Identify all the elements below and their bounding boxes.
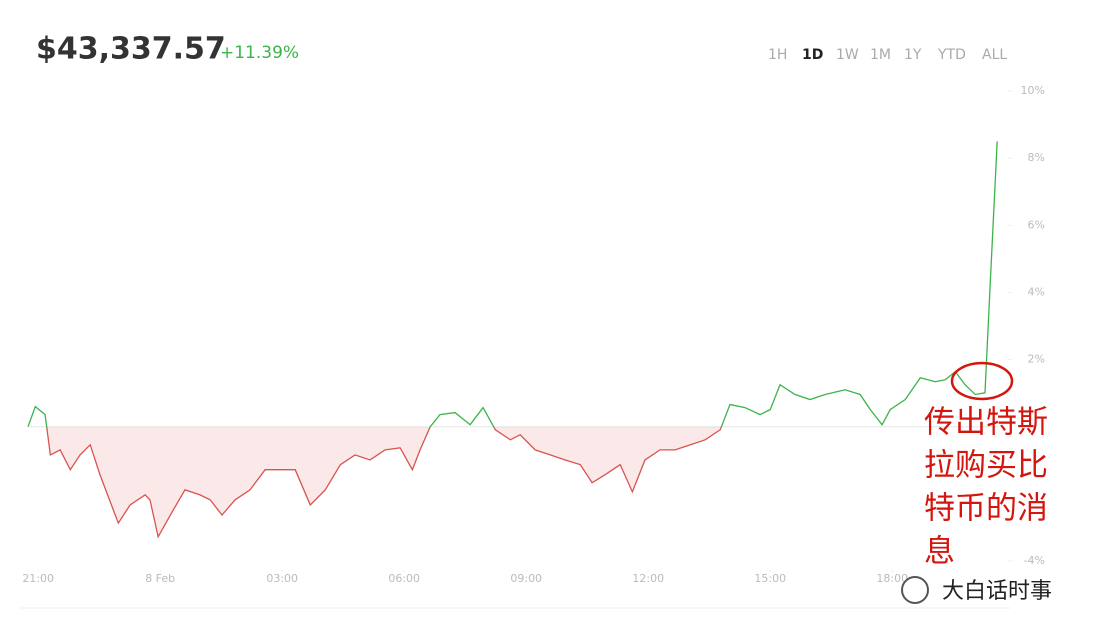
x-tick-label: 09:00 bbox=[510, 572, 542, 585]
highlight-circle bbox=[950, 361, 1014, 401]
y-tick-label: 6% bbox=[1028, 218, 1045, 231]
range-button[interactable]: 1Y bbox=[904, 47, 922, 63]
watermark-icon bbox=[901, 576, 929, 604]
range-button[interactable]: YTD bbox=[937, 47, 966, 63]
x-tick-label: 15:00 bbox=[754, 572, 786, 585]
x-tick-label: 12:00 bbox=[632, 572, 664, 585]
x-tick-label: 8 Feb bbox=[145, 572, 175, 585]
y-tick-label: 2% bbox=[1028, 353, 1045, 366]
range-button[interactable]: ALL bbox=[982, 47, 1007, 63]
price: $43,337.57 bbox=[36, 32, 226, 67]
y-tick-label: 4% bbox=[1028, 285, 1045, 298]
range-button[interactable]: 1W bbox=[836, 47, 859, 63]
x-tick-label: 21:00 bbox=[22, 572, 54, 585]
y-tick-label: 8% bbox=[1028, 151, 1045, 164]
line-positive bbox=[27, 141, 998, 427]
x-tick-label: 06:00 bbox=[388, 572, 420, 585]
range-button[interactable]: 1H bbox=[768, 47, 787, 63]
y-tick-label: 10% bbox=[1021, 84, 1045, 97]
y-tick-label: -4% bbox=[1024, 554, 1045, 567]
negative-area bbox=[46, 427, 722, 537]
annotation: 息 bbox=[924, 534, 955, 570]
annotation: 拉购买比 bbox=[924, 448, 1048, 484]
x-tick-label: 03:00 bbox=[266, 572, 298, 585]
range-button[interactable]: 1D bbox=[802, 47, 823, 63]
annotation: 传出特斯 bbox=[924, 405, 1048, 441]
range-button[interactable]: 1M bbox=[870, 47, 891, 63]
watermark: 大白话时事 bbox=[942, 579, 1052, 604]
annotation: 特币的消 bbox=[924, 491, 1048, 527]
x-tick-label: 18:00 bbox=[876, 572, 908, 585]
change: +11.39% bbox=[220, 43, 299, 63]
line-negative bbox=[46, 427, 722, 539]
